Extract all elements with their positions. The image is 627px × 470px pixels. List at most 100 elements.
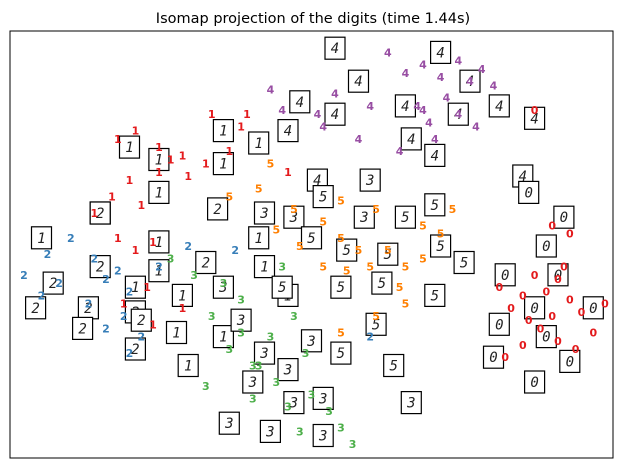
thumbnail-frame <box>553 205 575 229</box>
digit-point-label: 4 <box>454 55 462 68</box>
thumbnail-digit-image: 2 <box>31 301 39 317</box>
digit-thumbnail: 4 <box>324 36 346 60</box>
thumbnail-digit-image: 2 <box>202 256 210 272</box>
chart-title: Isomap projection of the digits (time 1.… <box>156 11 470 27</box>
thumbnail-frame <box>71 316 94 340</box>
thumbnail-digit-image: 0 <box>560 210 568 226</box>
thumbnail-frame <box>124 275 147 299</box>
digit-point-label: 5 <box>267 158 275 171</box>
digit-point-label: 2 <box>126 285 134 298</box>
thumbnail-frame <box>118 135 141 159</box>
digit-thumbnail: 1 <box>248 131 270 155</box>
digit-point-label: 2 <box>85 298 93 311</box>
digit-point-label: 1 <box>202 158 210 171</box>
digit-thumbnail: 5 <box>330 275 352 299</box>
digit-point-label: 4 <box>472 121 480 134</box>
digit-point-label: 0 <box>495 281 503 294</box>
digit-point-label: 3 <box>237 327 245 340</box>
thumbnail-digit-image: 3 <box>283 363 292 379</box>
digit-point-label: 3 <box>249 392 257 405</box>
digit-point-label: 4 <box>437 71 445 84</box>
digit-point-label: 5 <box>384 244 392 257</box>
digit-thumbnail: 3 <box>300 329 323 353</box>
digit-point-label: 0 <box>531 269 539 282</box>
thumbnail-digit-image: 4 <box>284 124 292 140</box>
digit-thumbnail: 3 <box>253 201 276 225</box>
thumbnail-digit-image: 0 <box>524 185 532 201</box>
digit-point-label: 3 <box>284 401 292 414</box>
digit-thumbnail: 5 <box>336 238 358 262</box>
thumbnail-digit-image: 1 <box>155 235 163 251</box>
digit-point-label: 3 <box>249 360 257 373</box>
thumbnail-digit-image: 5 <box>460 256 468 272</box>
digit-thumbnail: 5 <box>330 341 352 365</box>
digit-point-label: 4 <box>478 63 486 76</box>
thumbnail-digit-image: 1 <box>254 231 262 247</box>
thumbnail-frame <box>488 312 510 336</box>
thumbnail-frame <box>447 102 469 126</box>
thumbnail-frame <box>212 152 234 176</box>
thumbnail-digit-image: 2 <box>96 260 104 276</box>
digit-thumbnail: 1 <box>212 118 234 143</box>
thumbnail-frame <box>394 94 416 118</box>
thumbnail-frame <box>171 283 193 307</box>
thumbnail-digit-image: 3 <box>365 173 374 189</box>
thumbnail-frame <box>30 226 53 250</box>
digit-thumbnail: 5 <box>377 242 399 266</box>
digit-point-label: 3 <box>325 405 333 418</box>
thumbnail-frame <box>424 193 446 217</box>
thumbnail-digit-image: 4 <box>495 99 503 115</box>
digit-point-label: 0 <box>578 306 586 319</box>
digit-point-label: 5 <box>355 244 363 257</box>
digit-thumbnail: 1 <box>165 320 188 345</box>
digit-thumbnail: 2 <box>42 271 64 295</box>
thumbnail-digit-image: 5 <box>278 280 286 296</box>
thumbnail-digit-image: 0 <box>542 330 550 346</box>
thumbnail-digit-image: 3 <box>248 375 257 391</box>
thumbnail-digit-image: 1 <box>219 330 227 346</box>
thumbnail-digit-image: 0 <box>542 239 550 255</box>
digit-point-label: 5 <box>419 219 427 232</box>
digit-point-label: 4 <box>366 100 374 113</box>
digit-point-label: 4 <box>466 75 474 88</box>
thumbnail-frame <box>148 147 170 172</box>
digit-point-label: 3 <box>255 360 263 373</box>
digit-point-label: 0 <box>507 302 515 315</box>
digit-thumbnail: 3 <box>400 391 422 415</box>
thumbnail-frame <box>559 349 581 373</box>
thumbnail-frame <box>400 391 422 415</box>
thumbnail-digit-image: 2 <box>137 313 145 329</box>
thumbnail-frame <box>42 271 64 295</box>
digit-point-label: 5 <box>337 327 345 340</box>
digit-thumbnail: 3 <box>277 358 299 382</box>
digit-point-label: 3 <box>202 380 210 393</box>
thumbnail-digit-image: 1 <box>184 359 192 375</box>
digit-point-label: 2 <box>38 289 46 302</box>
thumbnail-frame <box>253 201 276 225</box>
thumbnail-frame <box>535 234 557 258</box>
digit-point-label: 1 <box>114 232 122 245</box>
digit-thumbnail: 4 <box>447 102 469 126</box>
thumbnail-digit-image: 2 <box>96 206 104 222</box>
thumbnail-frame <box>248 131 270 155</box>
digit-point-label: 5 <box>402 298 410 311</box>
digit-point-label: 2 <box>155 261 163 274</box>
digit-thumbnail: 0 <box>523 296 546 320</box>
digit-point-label: 0 <box>519 339 527 352</box>
digit-point-label: 5 <box>272 224 280 237</box>
thumbnail-digit-image: 5 <box>436 239 444 255</box>
thumbnail-frame <box>330 275 352 299</box>
thumbnail-frame <box>253 341 276 365</box>
digit-point-label: 4 <box>355 133 363 146</box>
digit-point-label: 5 <box>225 191 233 204</box>
thumbnail-digit-image: 3 <box>224 416 233 432</box>
thumbnail-frame <box>124 337 147 361</box>
digit-thumbnail: 5 <box>271 275 293 299</box>
thumbnail-frame <box>359 168 381 192</box>
digit-thumbnail: 1 <box>30 226 53 250</box>
digit-thumbnail: 1 <box>148 180 170 204</box>
digit-thumbnail: 0 <box>553 205 575 229</box>
thumbnail-digit-image: 2 <box>78 321 86 337</box>
digit-thumbnail: 1 <box>171 283 193 307</box>
thumbnail-frame <box>400 127 422 151</box>
